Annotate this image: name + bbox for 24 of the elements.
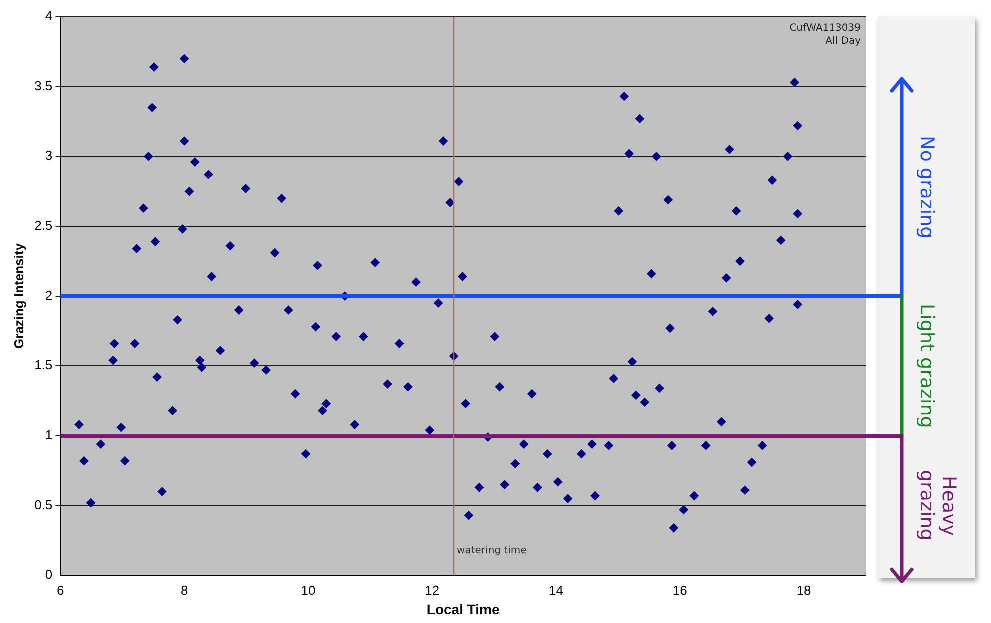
x-tick-label: 16 <box>672 582 688 598</box>
y-tick-label: 3 <box>45 148 53 164</box>
y-tick-label: 2 <box>45 288 53 303</box>
x-tick-label: 18 <box>796 582 812 598</box>
ref-line-label: watering time <box>457 546 527 557</box>
y-tick-label: 3.5 <box>34 78 53 94</box>
x-tick-label: 10 <box>301 582 316 598</box>
y-axis-title: Grazing Intensity <box>11 242 26 350</box>
y-tick-label: 4 <box>45 8 53 24</box>
x-tick-label: 6 <box>57 582 64 598</box>
x-tick-label: 12 <box>425 582 440 598</box>
annotation: CufWA113039 <box>790 23 861 34</box>
x-tick-label: 14 <box>549 582 564 598</box>
y-tick-label: 2.5 <box>34 218 53 234</box>
text: Heavy grazing <box>916 469 960 544</box>
x-axis-title: Local Time <box>426 601 500 618</box>
y-tick-label: 0 <box>45 567 53 582</box>
y-tick-label: 0.5 <box>34 497 53 512</box>
x-tick-label: 8 <box>180 582 188 598</box>
annotation: All Day <box>826 36 862 47</box>
y-tick-label: 1.5 <box>34 358 53 373</box>
text: Light grazing <box>916 302 938 430</box>
text: No grazing <box>916 135 938 242</box>
y-tick-label: 1 <box>45 428 53 443</box>
